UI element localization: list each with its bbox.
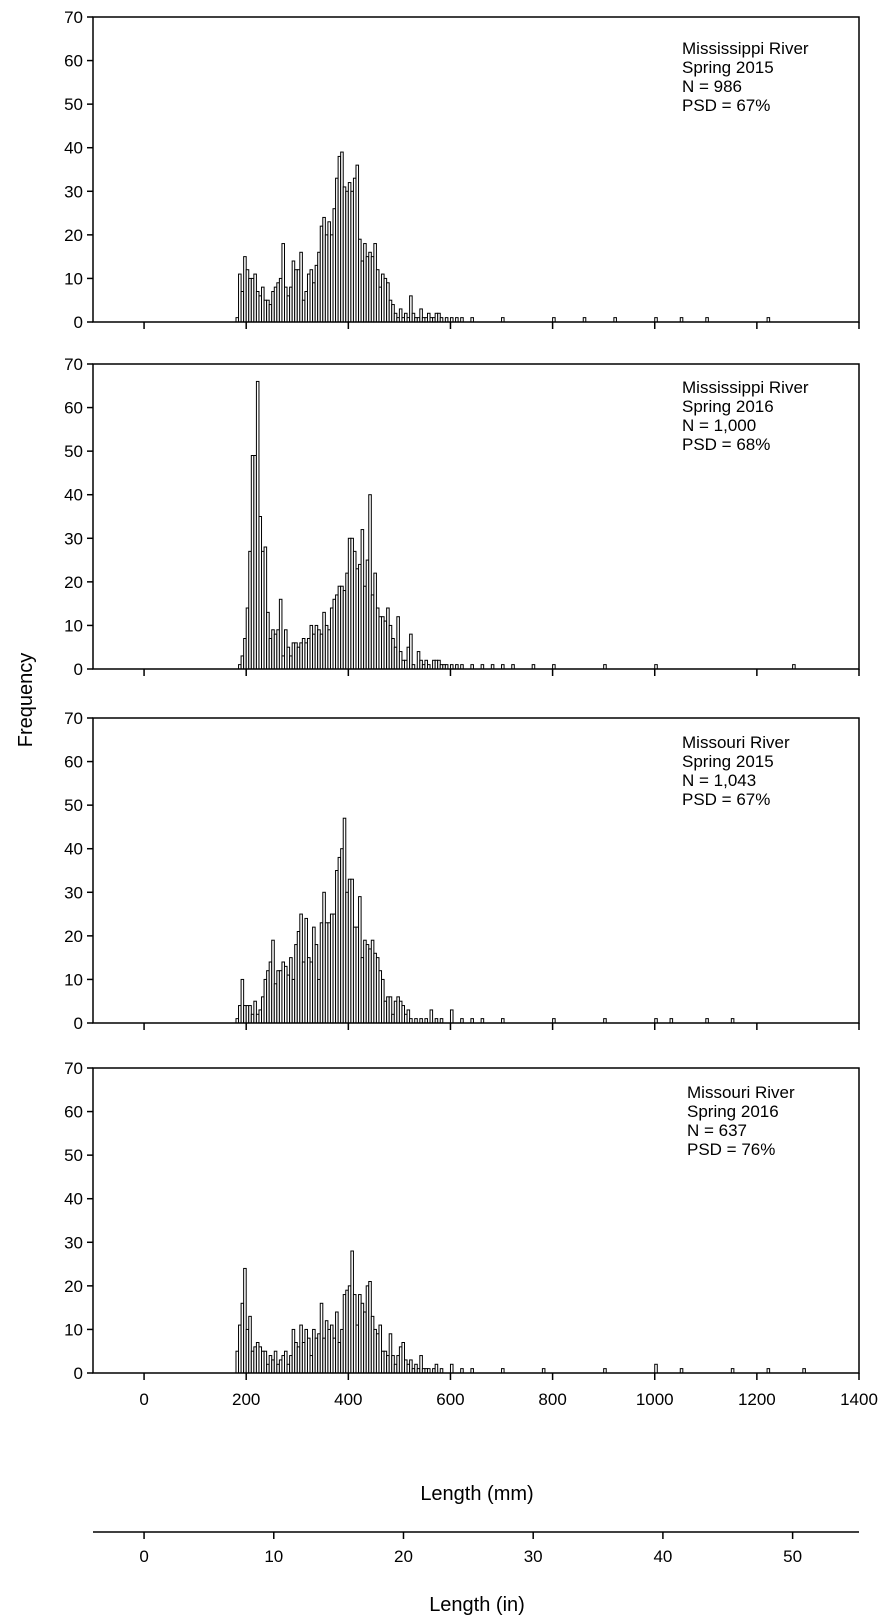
plot-frame	[92, 717, 860, 1024]
mm-axis: 0 200 400 600 800 1000 1200 1400	[139, 1390, 878, 1409]
y-tick-label: 70	[64, 355, 83, 374]
y-tick-label: 40	[64, 486, 83, 505]
y-tick-label: 30	[64, 529, 83, 548]
y-tick-label: 10	[64, 1320, 83, 1339]
y-tick-label: 0	[74, 1014, 83, 1033]
panel-annotation-line: Missouri River	[682, 733, 790, 752]
y-tick-label: 20	[64, 927, 83, 946]
y-tick-label: 20	[64, 226, 83, 245]
x-tick-label-mm: 1000	[636, 1390, 674, 1409]
x-tick-label-mm: 600	[436, 1390, 464, 1409]
y-tick-label: 50	[64, 1146, 83, 1165]
y-tick-label: 10	[64, 970, 83, 989]
y-tick-label: 60	[64, 753, 83, 772]
y-tick-label: 50	[64, 442, 83, 461]
panel-annotation-line: N = 986	[682, 77, 742, 96]
panel-annotation-line: Spring 2016	[682, 397, 774, 416]
inch-axis: 0 10 20 30 40 50	[93, 1531, 859, 1566]
y-tick-label: 0	[74, 313, 83, 332]
x-axis-label-mm: Length (mm)	[420, 1483, 533, 1505]
y-tick-label: 10	[64, 616, 83, 635]
panel-annotation-line: N = 1,043	[682, 771, 756, 790]
y-tick-label: 70	[64, 1059, 83, 1078]
plot-frame	[92, 16, 860, 323]
y-tick-label: 0	[74, 660, 83, 679]
x-tick-label-in: 40	[653, 1547, 672, 1566]
histogram-bar	[434, 1363, 439, 1374]
panel-annotation-line: PSD = 68%	[682, 435, 770, 454]
x-tick-label-mm: 1200	[738, 1390, 776, 1409]
y-tick-label: 30	[64, 883, 83, 902]
x-tick-label-mm: 0	[139, 1390, 148, 1409]
panel-annotation-line: Spring 2016	[687, 1102, 779, 1121]
x-tick-label-in: 20	[394, 1547, 413, 1566]
x-tick-label-mm: 400	[334, 1390, 362, 1409]
x-tick-label-in: 0	[139, 1547, 148, 1566]
y-tick-label: 60	[64, 52, 83, 71]
histogram-bar	[449, 1363, 454, 1374]
y-tick-label: 20	[64, 573, 83, 592]
histogram-bar	[429, 1009, 434, 1024]
panel-annotation-line: N = 637	[687, 1121, 747, 1140]
panel-annotation-line: PSD = 67%	[682, 96, 770, 115]
y-tick-label: 30	[64, 1233, 83, 1252]
x-tick-label-mm: 1400	[840, 1390, 878, 1409]
panel-annotation-line: PSD = 67%	[682, 790, 770, 809]
x-tick-label-mm: 800	[538, 1390, 566, 1409]
y-tick-label: 40	[64, 840, 83, 859]
y-tick-label: 40	[64, 139, 83, 158]
plot-frame	[92, 363, 860, 670]
y-tick-label: 60	[64, 1103, 83, 1122]
x-tick-label-in: 10	[264, 1547, 283, 1566]
x-tick-label-in: 50	[783, 1547, 802, 1566]
histogram-bar	[654, 1363, 658, 1374]
histogram-bar	[409, 633, 413, 670]
panel-annotation-line: Mississippi River	[682, 39, 809, 58]
panel-annotation-line: N = 1,000	[682, 416, 756, 435]
y-tick-label: 30	[64, 182, 83, 201]
histogram-bar	[449, 1009, 454, 1024]
x-tick-label-in: 30	[524, 1547, 543, 1566]
y-tick-label: 0	[74, 1364, 83, 1383]
panel-annotation-line: PSD = 76%	[687, 1140, 775, 1159]
panel-annotation-line: Spring 2015	[682, 58, 774, 77]
plot-frame	[92, 1067, 860, 1374]
y-tick-label: 20	[64, 1277, 83, 1296]
y-tick-label: 10	[64, 269, 83, 288]
panel-annotation-line: Mississippi River	[682, 378, 809, 397]
y-axis-label: Frequency	[15, 653, 37, 748]
y-tick-label: 70	[64, 709, 83, 728]
y-tick-label: 50	[64, 796, 83, 815]
y-tick-label: 50	[64, 95, 83, 114]
panel-annotation-line: Missouri River	[687, 1083, 795, 1102]
x-axis-label-in: Length (in)	[429, 1594, 525, 1616]
panel-annotation-line: Spring 2015	[682, 752, 774, 771]
y-tick-label: 60	[64, 399, 83, 418]
y-tick-label: 70	[64, 8, 83, 27]
x-tick-label-mm: 200	[232, 1390, 260, 1409]
y-tick-label: 40	[64, 1190, 83, 1209]
